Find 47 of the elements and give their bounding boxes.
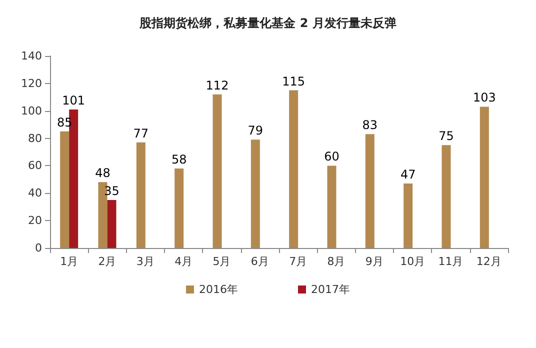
bar: [107, 200, 116, 248]
data-label: 101: [62, 93, 86, 108]
data-label: 58: [171, 152, 187, 166]
data-label: 48: [95, 166, 110, 180]
x-tick-label: 3月: [136, 255, 154, 268]
bar: [327, 166, 336, 248]
x-tick-label: 8月: [327, 255, 346, 268]
x-tick-label: 12月: [476, 255, 502, 268]
x-tick-label: 7月: [289, 255, 308, 268]
data-label: 79: [248, 124, 264, 138]
bar: [365, 134, 374, 248]
bar: [289, 90, 298, 248]
bar: [480, 106, 489, 248]
x-tick-label: 9月: [365, 255, 384, 268]
data-label: 112: [206, 78, 229, 92]
legend-label: 2017年: [311, 283, 350, 296]
bar: [60, 131, 70, 248]
y-tick-label: 100: [21, 104, 42, 118]
data-label: 47: [400, 168, 416, 182]
y-tick-label: 20: [28, 214, 42, 228]
y-tick-label: 140: [21, 50, 42, 62]
data-label: 75: [438, 129, 454, 144]
bar: [174, 168, 184, 248]
bar: [250, 140, 260, 248]
bar: [404, 184, 413, 248]
y-tick-label: 60: [28, 159, 42, 172]
legend-label: 2016年: [199, 283, 238, 296]
x-tick-label: 5月: [212, 255, 231, 268]
chart-title: 股指期货松绑，私募量化基金 2 月发行量未反弹: [138, 16, 396, 30]
x-tick-label: 2月: [98, 255, 116, 268]
data-label: 60: [324, 150, 340, 164]
x-tick-label: 1月: [60, 255, 78, 268]
data-label: 83: [362, 118, 378, 132]
y-tick-label: 80: [28, 132, 42, 145]
bar: [442, 145, 451, 248]
x-tick-label: 11月: [438, 255, 464, 268]
y-tick-label: 120: [21, 76, 42, 90]
data-label: 103: [472, 90, 496, 105]
y-tick-label: 40: [28, 186, 42, 200]
y-tick-label: 0: [35, 242, 42, 254]
bar: [212, 94, 222, 248]
data-label: 77: [133, 126, 149, 140]
x-tick-label: 10月: [400, 255, 426, 268]
data-label: 115: [282, 74, 306, 88]
bar: [136, 142, 146, 248]
x-tick-label: 6月: [250, 255, 269, 268]
x-tick-label: 4月: [174, 255, 193, 268]
